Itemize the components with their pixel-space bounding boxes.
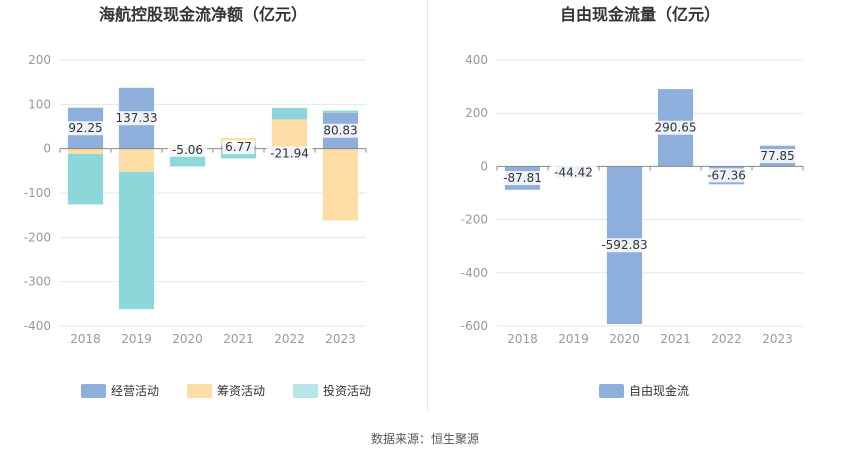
bar-2018-投资活动 [67,153,104,205]
legend-swatch [293,384,318,398]
x-tick-label: 2021 [223,332,254,346]
source-note: 数据来源：恒生聚源 [370,432,479,446]
x-tick-label: 2020 [609,332,640,346]
bar-2022-筹资活动 [271,119,308,149]
x-tick-label: 2022 [274,332,305,346]
chart-title: 自由现金流量（亿元） [560,5,720,24]
x-tick-label: 2023 [762,332,793,346]
data-label: 92.25 [68,121,102,135]
legend-label: 自由现金流 [629,383,689,398]
x-tick-label: 2021 [660,332,691,346]
legend-swatch [187,384,212,398]
data-label: -21.94 [270,147,309,161]
x-tick-label: 2018 [70,332,101,346]
data-label-bg [598,238,651,253]
y-tick-label: -200 [461,213,488,227]
data-label-bg [168,142,207,157]
x-tick-label: 2020 [172,332,203,346]
data-label: -5.06 [172,143,203,157]
data-label-bg [321,123,360,138]
y-tick-label: -400 [461,266,488,280]
data-label-bg [758,149,797,164]
y-tick-label: -600 [461,319,488,333]
data-label-bg [550,165,597,180]
data-label: -44.42 [554,165,593,179]
bar-2023-筹资活动 [322,148,359,221]
x-tick-label: 2018 [507,332,538,346]
bar-2022-投资活动 [271,107,308,120]
data-label: 80.83 [323,124,357,138]
data-label-bg [652,120,699,135]
data-label: 137.33 [116,111,158,125]
data-label-bg [703,168,750,183]
bar-2019-筹资活动 [118,148,155,172]
legend-label: 筹资活动 [217,384,265,398]
chart-title: 海航控股现金流净额（亿元） [99,5,307,24]
data-label: -87.81 [503,171,542,185]
divider [427,0,428,410]
free-cashflow-chart: 自由现金流量（亿元） 400 200 0 -200 -400 -600 2018 2019 202… [461,5,804,398]
y-tick-label: 0 [43,142,51,156]
legend-label: 投资活动 [323,383,371,398]
bar-2018-筹资活动 [67,148,104,154]
y-tick-label: 100 [28,97,51,111]
data-label: 6.77 [225,140,252,154]
data-label-bg [113,111,160,126]
legend-label: 经营活动 [111,384,159,398]
data-label-bg [266,146,313,161]
bar-2019-投资活动 [118,171,155,310]
x-tick-label: 2023 [325,332,356,346]
legend-swatch [599,384,624,398]
bar-2023-投资活动 [322,110,359,113]
data-label-bg [66,121,105,136]
y-tick-label: -300 [24,275,51,289]
y-tick-label: 400 [465,53,488,67]
y-tick-label: 200 [465,106,488,120]
data-label: 290.65 [655,121,697,135]
y-tick-label: -200 [24,230,51,244]
data-label-bg [499,171,546,186]
data-label: 77.85 [760,149,794,163]
data-label: -592.83 [601,238,647,252]
data-label-bg [222,140,255,155]
y-tick-label: 200 [28,53,51,67]
y-tick-label: -400 [24,319,51,333]
x-tick-label: 2022 [711,332,742,346]
x-tick-label: 2019 [558,332,589,346]
y-tick-label: 0 [480,159,488,173]
legend-swatch [81,384,106,398]
data-label: -67.36 [707,168,746,182]
cashflow-chart: 海航控股现金流净额（亿元） 200 100 0 -100 -200 -300 -400 2018… [24,5,371,398]
x-tick-label: 2019 [121,332,152,346]
y-tick-label: -100 [24,186,51,200]
